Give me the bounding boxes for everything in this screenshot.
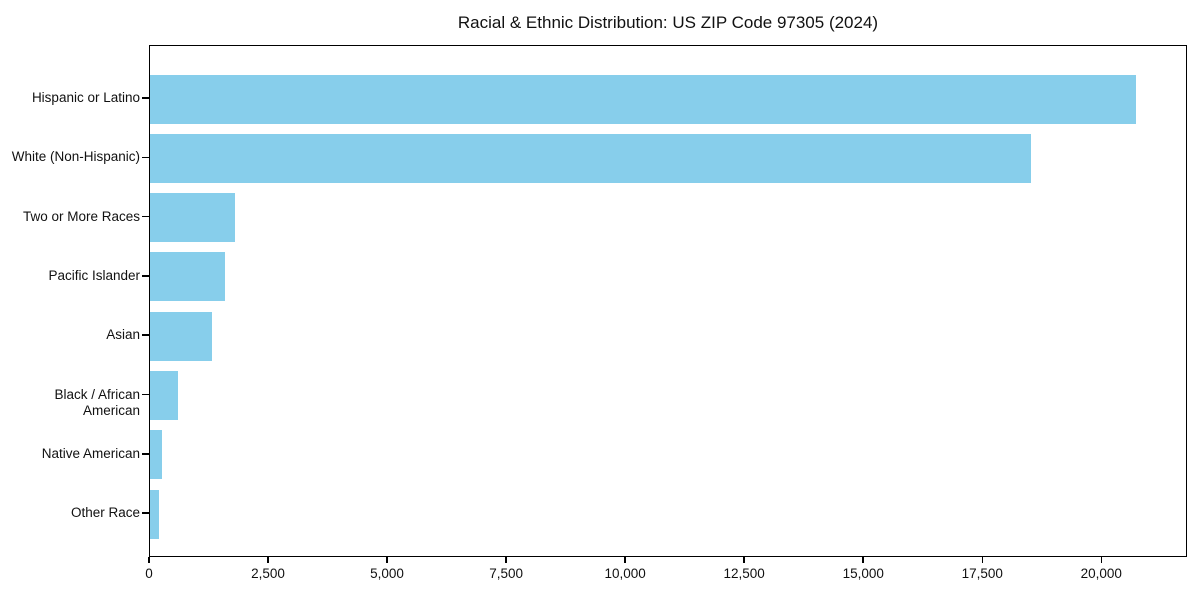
- y-axis-label: Two or More Races: [22, 208, 140, 224]
- chart-title: Racial & Ethnic Distribution: US ZIP Cod…: [457, 13, 879, 32]
- y-tick-mark: [142, 215, 149, 218]
- x-axis-tick-label: 0: [145, 566, 153, 581]
- y-axis-label: White (Non-Hispanic): [11, 149, 140, 165]
- y-axis-label: Pacific Islander: [48, 267, 140, 283]
- x-axis-tick-label: 5,000: [370, 566, 404, 581]
- bar-asian: [150, 311, 212, 361]
- bar-pacific-islander: [150, 252, 226, 302]
- x-axis-tick-label: 7,500: [489, 566, 523, 581]
- x-axis-tick-label: 17,500: [961, 566, 1003, 581]
- y-tick-mark: [142, 97, 149, 99]
- y-axis-label: Black / African American: [54, 386, 140, 418]
- x-tick-mark: [148, 557, 150, 563]
- x-tick-mark: [505, 557, 507, 563]
- x-tick-mark: [267, 557, 269, 563]
- y-tick-mark: [142, 156, 149, 159]
- y-tick-mark: [142, 334, 149, 336]
- x-tick-mark: [981, 557, 983, 563]
- y-tick-mark: [142, 512, 149, 514]
- y-tick-mark: [142, 393, 149, 396]
- x-axis-tick-label: 12,500: [723, 566, 765, 581]
- x-tick-mark: [1100, 557, 1103, 563]
- y-tick-mark: [142, 275, 149, 277]
- y-axis-label: Hispanic or Latino: [31, 90, 140, 105]
- y-axis-label: Other Race: [70, 505, 140, 521]
- x-tick-mark: [386, 557, 388, 563]
- bar-two-or-more-races: [150, 193, 236, 243]
- x-tick-mark: [743, 557, 745, 563]
- x-axis-tick-label: 10,000: [604, 566, 646, 581]
- y-axis-label: Native American: [41, 445, 140, 461]
- bar-hispanic-or-latino: [150, 74, 1137, 124]
- bar-native-american: [150, 430, 162, 480]
- x-axis-tick-label: 20,000: [1080, 566, 1122, 581]
- y-axis-label: Asian: [106, 327, 140, 343]
- bar-other-race: [150, 489, 160, 539]
- bar-black-african-american: [150, 371, 179, 420]
- plot-area: [149, 45, 1187, 557]
- x-axis-tick-label: 2,500: [251, 566, 285, 581]
- x-axis-tick-label: 15,000: [842, 566, 884, 581]
- x-tick-mark: [862, 557, 864, 563]
- bar-white-non-hispanic: [150, 133, 1031, 183]
- x-tick-mark: [624, 557, 626, 563]
- y-tick-mark: [142, 453, 149, 455]
